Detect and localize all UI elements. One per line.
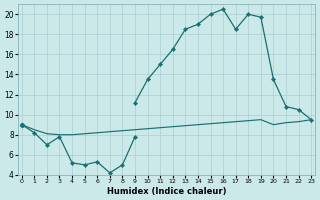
- X-axis label: Humidex (Indice chaleur): Humidex (Indice chaleur): [107, 187, 226, 196]
